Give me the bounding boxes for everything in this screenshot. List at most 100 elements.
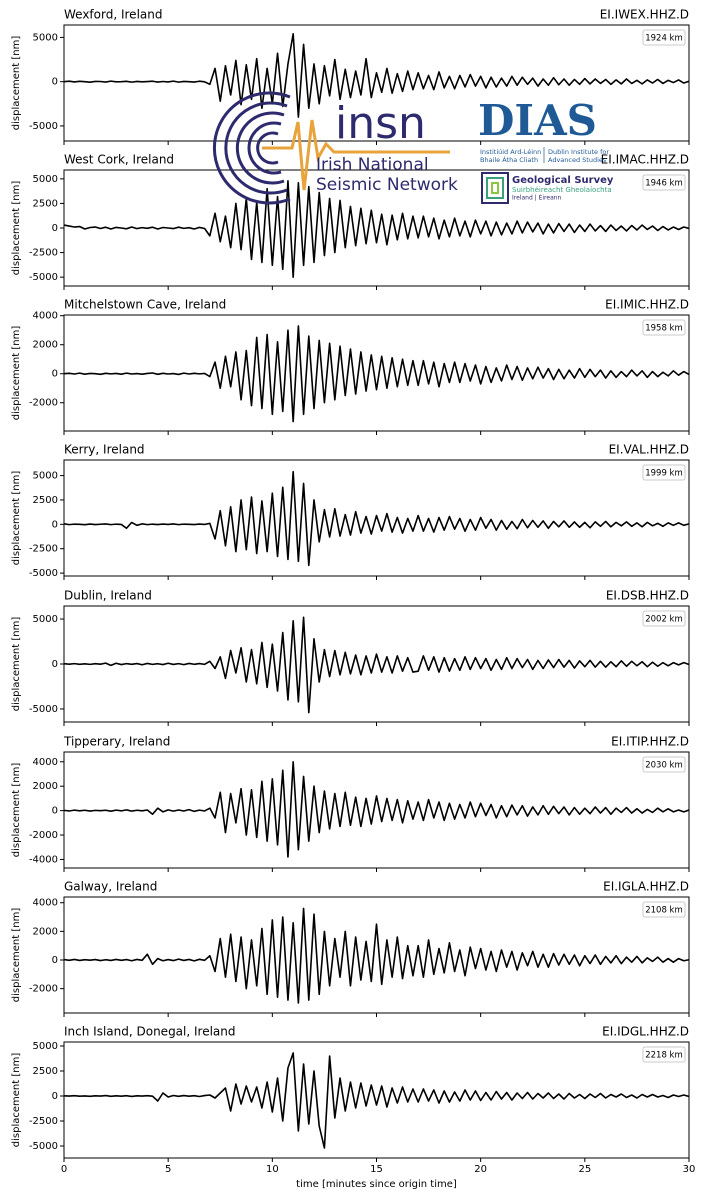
y-axis-label: displacement [nm]	[11, 326, 22, 421]
trace	[64, 1052, 689, 1149]
distance-label: 2218 km	[645, 1051, 683, 1061]
gsi-sub: Ireland | Éireann	[512, 194, 562, 202]
y-tick-label: -5000	[29, 568, 58, 579]
trace	[64, 325, 689, 423]
trace	[64, 180, 689, 278]
panel: Mitchelstown Cave, Ireland EI.IMIC.HHZ.D d…	[11, 298, 690, 435]
gsi-box	[491, 182, 499, 194]
trace	[64, 907, 689, 1004]
panel: Wexford, Ireland EI.IWEX.HHZ.D displacemen…	[11, 8, 690, 145]
dias-logo-text: DIAS	[478, 96, 597, 145]
gsi-box	[481, 172, 509, 204]
insn-name: Seismic Network	[316, 175, 458, 195]
y-tick-label: 0	[52, 806, 58, 817]
y-tick-label: -4000	[29, 854, 58, 865]
distance-box	[642, 756, 686, 773]
trace	[64, 760, 689, 858]
y-tick-label: -2500	[29, 1116, 58, 1127]
plot-frame	[63, 896, 690, 1014]
insn-name: Irish National	[316, 155, 429, 175]
dias-sub: Dublin Institute for	[548, 148, 609, 156]
distance-box	[642, 1046, 686, 1063]
ring	[235, 111, 285, 185]
station-label: EI.IDGL.HHZ.D	[602, 1025, 689, 1039]
station-label: EI.IMIC.HHZ.D	[605, 298, 689, 312]
panel: Kerry, Ireland EI.VAL.HHZ.D displacement […	[11, 443, 690, 580]
y-tick-label: -2000	[29, 830, 58, 841]
y-tick-label: 2000	[33, 781, 58, 792]
y-tick-label: 2500	[33, 198, 58, 209]
x-tick-label: 25	[578, 1164, 591, 1175]
distance-box	[642, 174, 686, 191]
plot-frame	[63, 169, 690, 287]
gsi-sub: Suirbhéireacht Gheolaíochta	[512, 186, 612, 194]
plot-frame	[63, 24, 690, 142]
y-tick-label: 5000	[33, 32, 58, 43]
trace	[64, 616, 689, 714]
y-axis-label: displacement [nm]	[11, 36, 22, 131]
station-label: EI.ITIP.HHZ.D	[611, 735, 689, 749]
y-tick-label: -5000	[29, 704, 58, 715]
dias-sub: Advanced Studies	[548, 156, 607, 164]
y-tick-label: 4000	[33, 757, 58, 768]
panel: Inch Island, Donegal, Ireland EI.IDGL.HHZ…	[11, 1025, 690, 1162]
trace	[64, 470, 689, 567]
y-tick-label: 5000	[33, 471, 58, 482]
ring	[212, 91, 291, 205]
station-label: EI.IGLA.HHZ.D	[603, 880, 689, 894]
panel-title: Mitchelstown Cave, Ireland	[64, 298, 226, 312]
ring	[247, 121, 282, 175]
gsi-name: Geological Survey	[512, 175, 614, 186]
panel: West Cork, Ireland EI.IMAC.HHZ.D displacem…	[11, 153, 690, 290]
y-tick-label: 0	[52, 77, 58, 88]
panel: Galway, Ireland EI.IGLA.HHZ.D displacement…	[11, 880, 690, 1017]
y-tick-label: 0	[52, 1091, 58, 1102]
y-tick-label: 0	[52, 223, 58, 234]
dias-sub: Bhaile Átha Cliath	[480, 155, 538, 164]
plot-frame	[63, 605, 690, 723]
y-tick-label: 2500	[33, 495, 58, 506]
y-tick-label: -5000	[29, 272, 58, 283]
y-tick-label: 2000	[33, 340, 58, 351]
y-tick-label: 2000	[33, 926, 58, 937]
distance-label: 1946 km	[645, 179, 683, 189]
trace	[64, 33, 689, 118]
y-tick-label: -2500	[29, 248, 58, 259]
plot-frame	[63, 314, 690, 432]
distance-box	[642, 901, 686, 918]
plot-frame	[63, 459, 690, 577]
x-tick-label: 10	[266, 1164, 279, 1175]
y-tick-label: -5000	[29, 121, 58, 132]
x-tick-label: 30	[683, 1164, 696, 1175]
y-tick-label: 0	[52, 519, 58, 530]
y-axis-label: displacement [nm]	[11, 763, 22, 858]
distance-box	[642, 464, 686, 481]
y-tick-label: -2000	[29, 398, 58, 409]
gsi-box	[486, 177, 504, 199]
y-tick-label: 0	[52, 955, 58, 966]
y-axis-label: displacement [nm]	[11, 471, 22, 566]
panel-title: Galway, Ireland	[64, 880, 157, 894]
x-tick-label: 5	[165, 1164, 171, 1175]
y-tick-label: 0	[52, 369, 58, 380]
insn-logo-text: insn	[335, 98, 426, 149]
panel-title: Inch Island, Donegal, Ireland	[64, 1025, 236, 1039]
y-axis-label: displacement [nm]	[11, 908, 22, 1003]
y-axis-label: displacement [nm]	[11, 617, 22, 712]
y-axis-label: displacement [nm]	[11, 1053, 22, 1148]
distance-box	[642, 319, 686, 336]
dias-sub: Institiúid Ard-Léinn	[480, 148, 541, 156]
distance-label: 1924 km	[645, 34, 683, 44]
plot-frame	[63, 1041, 690, 1159]
y-tick-label: 5000	[33, 614, 58, 625]
panel: Dublin, Ireland EI.DSB.HHZ.D displacement …	[11, 589, 690, 726]
y-axis-label: displacement [nm]	[11, 181, 22, 276]
y-tick-label: 4000	[33, 311, 58, 322]
panel-title: Kerry, Ireland	[64, 443, 145, 457]
distance-label: 2002 km	[645, 615, 683, 625]
x-axis-label: time [minutes since origin time]	[296, 1179, 457, 1190]
insn-rings	[212, 91, 291, 205]
ring	[224, 101, 288, 195]
gsi-icon	[481, 172, 509, 204]
station-label: EI.IMAC.HHZ.D	[601, 153, 689, 167]
